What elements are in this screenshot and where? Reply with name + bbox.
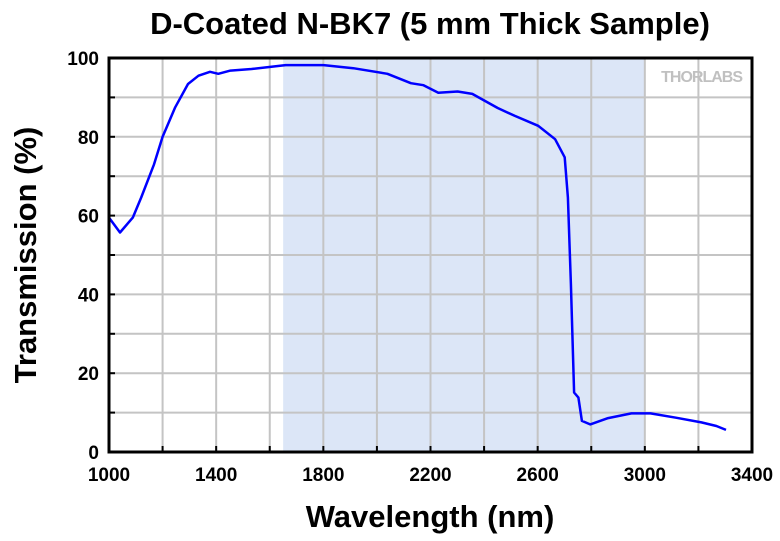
x-tick-label: 1800 <box>302 465 344 486</box>
y-tick-label: 100 <box>67 49 99 70</box>
x-tick-label: 2600 <box>517 465 559 486</box>
y-tick-label: 0 <box>88 443 99 464</box>
x-tick-label: 2200 <box>409 465 451 486</box>
y-tick-label: 60 <box>78 207 99 228</box>
y-axis-label: Transmission (%) <box>8 127 43 384</box>
y-tick-label: 40 <box>78 285 99 306</box>
y-tick-label: 20 <box>78 364 99 385</box>
watermark-logo: THORLABS <box>661 69 743 86</box>
x-tick-label: 1000 <box>88 465 130 486</box>
x-tick-label: 3000 <box>624 465 666 486</box>
chart-title: D-Coated N-BK7 (5 mm Thick Sample) <box>150 6 710 41</box>
x-axis-label: Wavelength (nm) <box>306 499 555 534</box>
x-tick-label: 1400 <box>195 465 237 486</box>
y-tick-label: 80 <box>78 128 99 149</box>
transmission-line <box>107 63 727 432</box>
x-tick-label: 3400 <box>731 465 773 486</box>
